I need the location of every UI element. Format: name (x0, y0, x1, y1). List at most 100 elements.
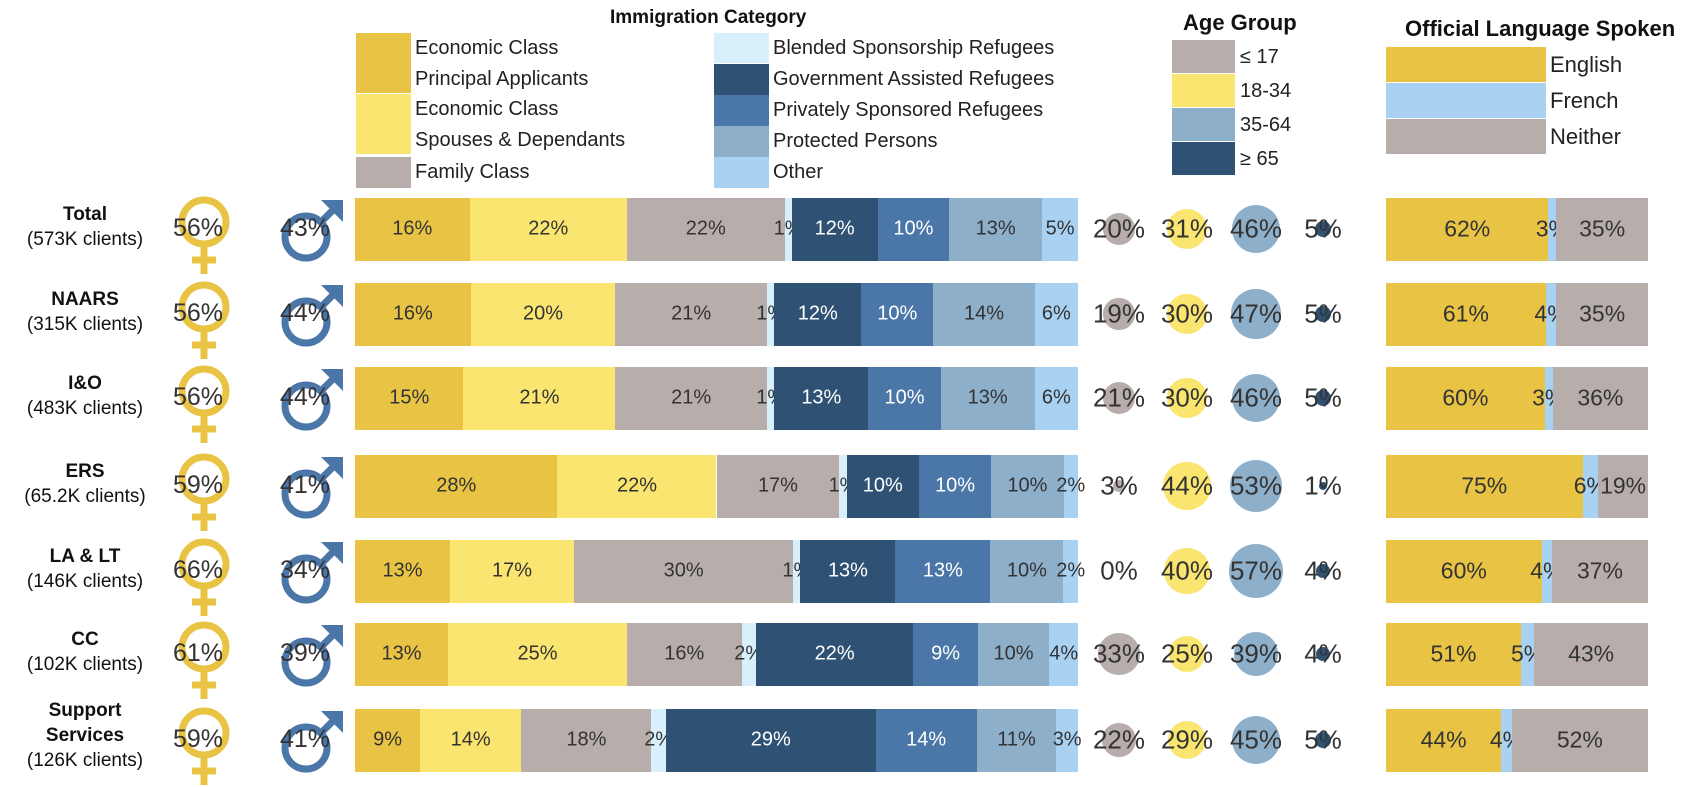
immigration-value-label: 10% (1007, 474, 1048, 497)
immigration-segment (665, 708, 876, 772)
immigration-value-label: 10% (935, 474, 976, 497)
immigration-segment (991, 454, 1064, 518)
immigration-segment (846, 454, 919, 518)
age-bubble (1231, 373, 1281, 423)
age-bubble (1103, 213, 1135, 245)
row-label: Support Services (126K clients) (0, 698, 170, 773)
immigration-legend-label: Blended Sponsorship Refugees (773, 37, 1055, 59)
language-legend-label: Neither (1550, 124, 1621, 149)
language-value-label: 43% (1568, 640, 1615, 667)
immigration-value-label: 13% (827, 559, 868, 582)
age-value-label: 5% (1304, 298, 1342, 329)
immigration-value-label: 17% (491, 559, 533, 582)
language-segment (1545, 282, 1557, 346)
age-legend-label: ≤ 17 (1240, 46, 1279, 68)
female-percent: 61% (173, 639, 224, 667)
age-value-label: 4% (1304, 555, 1342, 586)
immigration-segment (940, 366, 1035, 430)
row-name: LA & LT (49, 546, 121, 567)
row-name: CC (71, 629, 99, 650)
immigration-segment (651, 708, 666, 772)
immigration-segment (976, 708, 1057, 772)
immigration-value-label: 11% (997, 728, 1036, 751)
language-value-label: 37% (1576, 557, 1624, 584)
immigration-segment (877, 197, 950, 261)
immigration-segment (1042, 197, 1078, 261)
immigration-legend-swatch (714, 157, 769, 188)
female-icon (178, 453, 230, 531)
immigration-value-label: 4% (1049, 642, 1079, 665)
language-value-label: 60% (1442, 384, 1489, 411)
age-bubble (1315, 390, 1331, 406)
immigration-segment (355, 366, 464, 430)
immigration-value-label: 6% (1041, 302, 1071, 325)
row-client-count: (126K clients) (26, 750, 144, 771)
language-value-label: 19% (1600, 472, 1647, 499)
age-value-label: 20% (1092, 213, 1146, 244)
male-percent: 41% (280, 725, 331, 753)
female-icon (178, 621, 230, 699)
age-bubble (1167, 294, 1207, 334)
age-value-label: 57% (1229, 555, 1283, 586)
language-segment (1386, 197, 1549, 261)
age-bubble (1315, 646, 1331, 662)
age-legend-label: ≥ 65 (1240, 148, 1279, 170)
immigration-value-label: 10% (862, 474, 903, 497)
immigration-legend-label: Privately Sponsored Refugees (773, 99, 1044, 121)
immigration-segment (791, 197, 878, 261)
language-segment (1386, 708, 1502, 772)
age-value-label: 22% (1092, 724, 1146, 755)
immigration-segment (627, 622, 742, 686)
immigration-segment (741, 622, 756, 686)
immigration-legend-swatch (714, 64, 769, 95)
immigration-value-label: 10% (884, 386, 925, 409)
age-value-label: 19% (1092, 298, 1146, 329)
immigration-segment (420, 708, 522, 772)
immigration-segment (1034, 282, 1078, 346)
male-icon (281, 369, 343, 431)
age-bubble (1231, 204, 1281, 254)
age-bubble (1167, 720, 1207, 760)
language-value-label: 35% (1579, 300, 1626, 327)
language-segment (1541, 539, 1553, 603)
language-value-label: 51% (1430, 640, 1477, 667)
language-value-label: 60% (1440, 557, 1487, 584)
immigration-value-label: 12% (814, 217, 855, 240)
immigration-segment (868, 366, 941, 430)
age-bubble (1229, 544, 1283, 598)
immigration-value-label: 22% (528, 217, 569, 240)
immigration-segment (933, 282, 1035, 346)
language-segment (1556, 282, 1648, 346)
row-client-count: (483K clients) (26, 398, 144, 419)
age-value-label: 44% (1160, 470, 1214, 501)
immigration-value-label: 10% (877, 302, 918, 325)
age-value-label: 45% (1229, 724, 1283, 755)
age-legend-swatch (1172, 40, 1235, 73)
immigration-segment (1056, 708, 1078, 772)
row-client-count: (315K clients) (26, 314, 144, 335)
immigration-legend-label: Spouses & Dependants (415, 129, 626, 151)
female-percent: 59% (173, 725, 224, 753)
male-icon (281, 711, 343, 773)
language-segment (1582, 454, 1599, 518)
age-legend-label: 18-34 (1240, 80, 1292, 102)
language-segment (1511, 708, 1648, 772)
immigration-segment (355, 708, 421, 772)
male-icon (281, 285, 343, 347)
language-segment (1544, 366, 1553, 430)
immigration-value-label: 15% (389, 386, 430, 409)
language-legend-swatch (1386, 83, 1546, 118)
immigration-value-label: 20% (522, 302, 563, 325)
immigration-segment (875, 708, 977, 772)
immigration-legend-swatch (714, 95, 769, 126)
age-bubble (1103, 298, 1135, 330)
immigration-value-label: 13% (381, 642, 422, 665)
immigration-value-label: 13% (382, 559, 423, 582)
immigration-segment (470, 282, 616, 346)
immigration-value-label: 10% (893, 217, 934, 240)
immigration-segment (557, 454, 717, 518)
language-value-label: 44% (1420, 726, 1467, 753)
language-value-label: 61% (1442, 300, 1489, 327)
female-percent: 56% (173, 214, 224, 242)
